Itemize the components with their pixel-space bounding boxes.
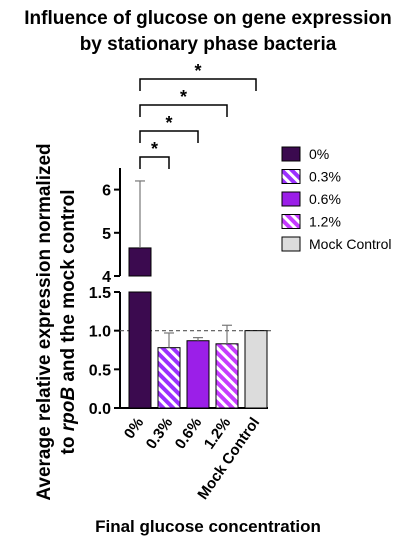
y-tick-label: 0.0 xyxy=(89,401,111,418)
legend-swatch xyxy=(281,214,301,229)
x-tick-label: 0.6% xyxy=(172,415,206,453)
significance-star: * xyxy=(151,139,158,159)
legend-label: 0.6% xyxy=(309,191,341,207)
legend-swatch xyxy=(281,146,301,162)
bar-1.2% xyxy=(215,343,239,409)
bar-0%-upper xyxy=(128,247,152,277)
chart-title-line: by stationary phase bacteria xyxy=(80,34,337,55)
y-tick-label: 1.0 xyxy=(89,324,111,341)
significance-star: * xyxy=(165,113,172,133)
x-tick-label: 0% xyxy=(121,415,147,443)
bar-Mock Control xyxy=(244,330,268,409)
significance-star: * xyxy=(194,61,201,81)
legend-label: Mock Control xyxy=(309,236,391,252)
bar-0.3% xyxy=(157,347,181,409)
y-axis-label-line: to rpoB and the mock control xyxy=(58,190,79,455)
legend-label: 0% xyxy=(309,146,329,162)
y-tick-label: 6 xyxy=(102,183,111,200)
x-axis-label: Final glucose concentration xyxy=(95,517,321,536)
x-tick-label: 0.3% xyxy=(143,415,177,453)
significance-bracket xyxy=(139,156,170,169)
legend-label: 0.3% xyxy=(309,169,341,185)
y-axis-label: Average relative expression normalized to… xyxy=(34,143,79,500)
bar-0% xyxy=(128,291,152,409)
y-tick-label: 0.5 xyxy=(89,362,111,379)
legend-swatch xyxy=(281,191,301,207)
significance-bracket xyxy=(139,130,199,143)
y-tick-label: 5 xyxy=(102,226,111,243)
legend-swatch xyxy=(281,169,301,184)
chart-title-line: Influence of glucose on gene expression xyxy=(24,8,391,29)
y-axis-label-line: Average relative expression normalized xyxy=(34,143,55,500)
legend-swatch xyxy=(281,236,301,252)
significance-bracket xyxy=(139,104,228,117)
y-tick-label: 1.5 xyxy=(89,285,111,302)
bar-0.6% xyxy=(186,340,210,409)
significance-star: * xyxy=(180,87,187,107)
significance-bracket xyxy=(139,78,257,91)
legend-label: 1.2% xyxy=(309,214,341,230)
y-tick-label: 4 xyxy=(102,269,111,286)
